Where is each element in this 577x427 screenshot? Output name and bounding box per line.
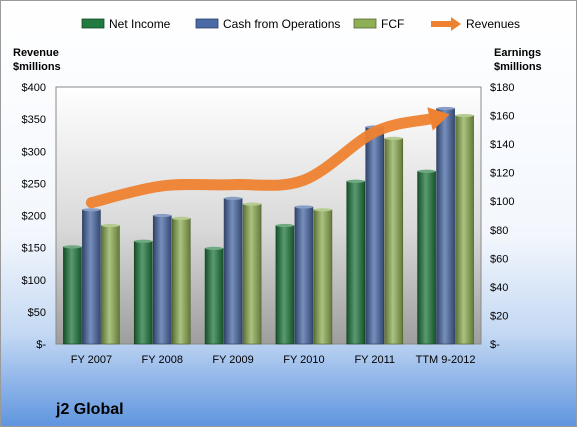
- legend-swatch-net-income: [81, 18, 105, 29]
- bar-top-net-income: [275, 223, 294, 228]
- x-axis-tick-label: TTM 9-2012: [416, 354, 476, 366]
- bar-top-cash-from-operations: [294, 205, 313, 209]
- bar-top-fcf: [243, 202, 262, 206]
- bar-top-net-income: [63, 245, 82, 249]
- left-axis-title-line-1: Revenue: [13, 47, 59, 59]
- bar-fcf: [101, 225, 120, 345]
- right-axis-tick-label: $120: [490, 168, 514, 180]
- right-axis-tick-label: $-: [490, 339, 500, 351]
- legend-swatch-arrow-revenues: [451, 17, 461, 31]
- bar-net-income: [417, 170, 436, 345]
- bar-fcf: [171, 218, 191, 345]
- bar-top-cash-from-operations: [436, 106, 455, 111]
- bar-cash-from-operations: [152, 215, 172, 345]
- right-axis-tick-label: $180: [490, 82, 514, 94]
- bar-net-income: [63, 246, 82, 345]
- legend-swatch-fcf: [353, 18, 377, 29]
- bar-cash-from-operations: [436, 108, 455, 345]
- x-axis-tick-label: FY 2011: [354, 354, 395, 366]
- legend-label-cash-from-operations: Cash from Operations: [223, 17, 340, 31]
- left-axis-tick-label: $150: [22, 243, 46, 255]
- bar-fcf: [313, 209, 333, 345]
- x-axis-tick-label: FY 2008: [142, 354, 183, 366]
- bar-cash-from-operations: [223, 198, 243, 345]
- left-axis-tick-label: $100: [22, 275, 46, 287]
- bars: [63, 106, 474, 345]
- bar-top-cash-from-operations: [82, 208, 101, 212]
- bar-top-cash-from-operations: [224, 196, 243, 200]
- plot-area: [55, 86, 482, 345]
- right-axis: $- $20 $40 $60 $80 $100 $120 $140 $160 $180: [490, 82, 514, 351]
- left-axis-tick-label: $400: [22, 82, 46, 94]
- left-axis-tick-label: $200: [22, 211, 46, 223]
- bar-fcf: [455, 115, 474, 345]
- bar-cash-from-operations: [365, 126, 385, 345]
- bar-top-fcf: [313, 208, 332, 212]
- right-axis-title-line-1: Earnings: [494, 47, 541, 59]
- right-axis-tick-label: $160: [490, 111, 514, 123]
- bar-net-income: [204, 248, 224, 345]
- bar-cash-from-operations: [82, 209, 101, 345]
- bar-net-income: [275, 225, 295, 345]
- bar-top-fcf: [172, 216, 191, 220]
- x-axis: FY 2007 FY 2008 FY 2009 FY 2010 FY 2011 TTM 9…: [71, 354, 476, 366]
- x-axis-tick-label: FY 2009: [212, 354, 253, 366]
- bar-cash-from-operations: [294, 206, 314, 345]
- legend-label-revenues: Revenues: [466, 17, 520, 31]
- bar-top-fcf: [101, 223, 120, 228]
- left-axis-title-line-2: $millions: [13, 61, 61, 73]
- bar-top-net-income: [346, 179, 365, 183]
- bar-net-income: [133, 240, 153, 345]
- bar-top-net-income: [417, 169, 436, 173]
- left-axis-tick-label: $250: [22, 178, 46, 190]
- bar-top-net-income: [134, 239, 153, 243]
- bar-top-fcf: [384, 136, 403, 140]
- legend-label-net-income: Net Income: [109, 17, 171, 31]
- bar-fcf: [242, 203, 262, 345]
- revenue-line-layer: [85, 107, 450, 209]
- right-axis-tick-label: $20: [490, 310, 508, 322]
- legend-swatch-cash-from-operations: [195, 18, 219, 29]
- bar-top-cash-from-operations: [153, 213, 172, 218]
- right-axis-title-line-2: $millions: [494, 61, 542, 73]
- right-axis-tick-label: $80: [490, 225, 508, 237]
- left-axis-tick-label: $350: [22, 114, 46, 126]
- right-axis-tick-label: $40: [490, 282, 508, 294]
- legend: Net Income Cash from Operations FCF Revenue…: [81, 17, 520, 31]
- left-axis-tick-label: $300: [22, 146, 46, 158]
- bar-top-fcf: [455, 113, 474, 118]
- bar-top-net-income: [205, 246, 224, 250]
- x-axis-tick-label: FY 2007: [71, 354, 112, 366]
- bar-fcf: [384, 138, 404, 345]
- legend-label-fcf: FCF: [381, 17, 404, 31]
- bar-net-income: [346, 180, 366, 345]
- right-axis-tick-label: $60: [490, 253, 508, 265]
- revenue-line: [85, 113, 436, 209]
- right-axis-tick-label: $100: [490, 196, 514, 208]
- revenue-line-arrowhead: [427, 107, 450, 131]
- x-axis-tick-label: FY 2010: [283, 354, 324, 366]
- right-axis-tick-label: $140: [490, 139, 514, 151]
- company-name: j2 Global: [55, 401, 124, 418]
- left-axis: $- $50 $100 $150 $200 $250 $300 $350 $400: [22, 82, 47, 351]
- left-axis-tick-label: $50: [28, 307, 46, 319]
- left-axis-tick-label: $-: [36, 339, 46, 351]
